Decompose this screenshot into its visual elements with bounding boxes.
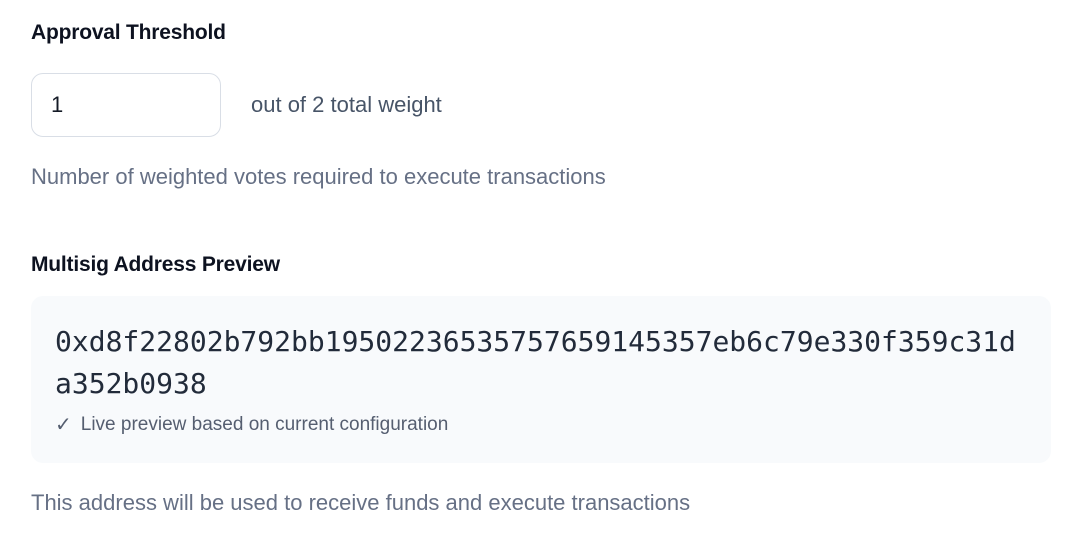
check-icon: ✓ (55, 414, 72, 436)
live-preview-note-text: Live preview based on current configurat… (80, 414, 449, 435)
address-usage-help-text: This address will be used to receive fun… (31, 490, 691, 515)
address-preview-box: 0xd8f22802b792bb19502236535757659145357e… (31, 296, 1051, 463)
live-preview-note: ✓ Live preview based on current configur… (55, 411, 1027, 439)
threshold-input[interactable] (31, 73, 221, 137)
threshold-help-text: Number of weighted votes required to exe… (31, 164, 606, 189)
approval-threshold-label: Approval Threshold (31, 21, 226, 44)
threshold-suffix: out of 2 total weight (251, 92, 442, 117)
multisig-config-panel: Approval Threshold out of 2 total weight… (31, 21, 1051, 515)
multisig-address: 0xd8f22802b792bb19502236535757659145357e… (55, 325, 1016, 400)
multisig-preview-label: Multisig Address Preview (31, 253, 280, 276)
threshold-row: out of 2 total weight (31, 73, 1051, 137)
